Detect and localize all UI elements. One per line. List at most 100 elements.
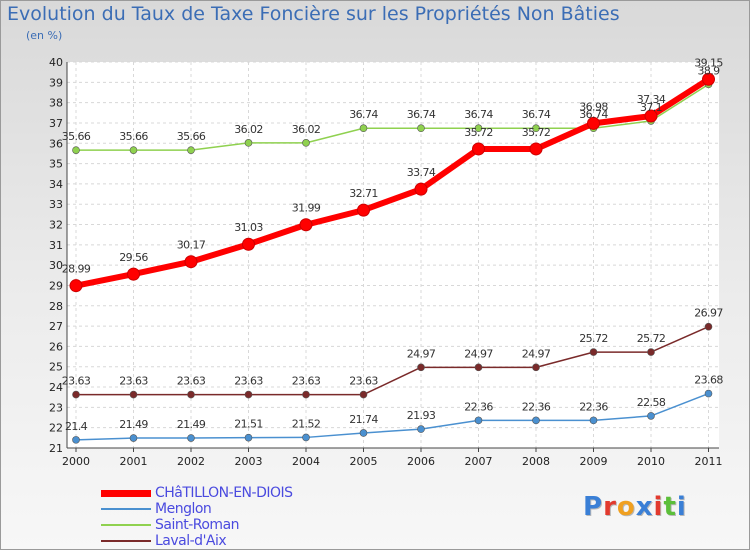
y-tick-label: 26	[49, 340, 63, 353]
data-label: 32.71	[349, 187, 378, 200]
data-point	[299, 218, 313, 232]
data-point	[474, 416, 483, 425]
y-tick-label: 25	[49, 361, 63, 374]
data-label: 23.63	[349, 375, 378, 388]
y-tick-label: 40	[49, 56, 63, 69]
data-label: 36.74	[464, 108, 493, 121]
data-label: 37.34	[637, 93, 666, 106]
data-label: 22.36	[579, 400, 608, 413]
data-label: 21.74	[349, 413, 378, 426]
data-label: 35.72	[464, 126, 493, 139]
x-tick-label: 2000	[62, 455, 90, 468]
y-tick-label: 32	[49, 219, 63, 232]
x-tick-label: 2007	[465, 455, 493, 468]
data-label: 30.17	[177, 239, 206, 252]
data-point	[532, 124, 540, 133]
data-point	[302, 139, 310, 147]
data-point	[184, 255, 198, 269]
legend-swatch	[101, 508, 151, 510]
x-tick-label: 2001	[120, 455, 148, 468]
y-tick-label: 30	[49, 259, 63, 272]
data-point	[474, 363, 483, 372]
data-label: 36.02	[234, 123, 263, 136]
legend-swatch	[101, 489, 151, 497]
data-point	[587, 116, 600, 130]
x-tick-label: 2003	[235, 455, 263, 468]
logo-letter: o	[616, 492, 636, 522]
data-point	[242, 237, 255, 251]
logo-letter: i	[676, 492, 687, 522]
series-line	[75, 76, 711, 289]
data-point	[417, 425, 425, 433]
data-point	[532, 363, 540, 372]
x-tick-label: 2009	[580, 455, 608, 468]
data-label: 36.74	[579, 108, 608, 121]
data-label: 21.52	[292, 417, 321, 430]
data-point	[647, 348, 655, 356]
data-point	[129, 434, 138, 442]
data-label: 39.15	[694, 56, 723, 69]
y-tick-label: 34	[49, 178, 63, 191]
data-label: 35.66	[119, 130, 148, 143]
legend-label: Saint-Roman	[155, 517, 240, 533]
data-label: 21.49	[119, 418, 148, 431]
y-tick-label: 24	[49, 381, 63, 394]
series-line	[75, 392, 709, 441]
data-label: 38.9	[697, 64, 720, 77]
data-label: 25.72	[637, 332, 666, 345]
data-label: 36.74	[407, 108, 436, 121]
x-tick-label: 2002	[177, 455, 205, 468]
legend-item: Saint-Roman	[101, 517, 293, 533]
data-label: 24.97	[522, 347, 551, 360]
y-tick-label: 23	[49, 401, 63, 414]
data-label: 23.63	[177, 375, 206, 388]
logo-letter: x	[635, 492, 654, 522]
data-point	[244, 390, 253, 399]
x-tick-label: 2010	[637, 455, 665, 468]
logo-letter: P	[583, 492, 604, 522]
data-point	[474, 124, 483, 133]
data-point	[647, 412, 655, 420]
data-label: 35.66	[62, 130, 91, 143]
data-label: 33.74	[407, 166, 436, 179]
data-label: 23.63	[62, 375, 91, 388]
data-point	[472, 142, 485, 156]
y-tick-label: 21	[49, 442, 63, 455]
y-tick-label: 29	[49, 279, 63, 292]
legend-item: CHâTILLON-EN-DIOIS	[101, 485, 293, 501]
data-point	[72, 390, 80, 399]
data-point	[72, 146, 80, 154]
data-label: 31.03	[234, 221, 263, 234]
data-point	[417, 363, 425, 372]
data-label: 23.68	[694, 374, 723, 387]
legend-label: Laval-d'Aix	[155, 533, 227, 549]
data-label: 25.72	[579, 332, 608, 345]
data-label: 23.63	[292, 375, 321, 388]
y-tick-label: 38	[49, 97, 63, 110]
y-tick-label: 27	[49, 320, 63, 333]
data-point	[359, 124, 368, 133]
data-point	[187, 390, 195, 399]
data-label: 23.63	[234, 375, 263, 388]
data-label: 21.49	[177, 418, 206, 431]
data-point	[69, 279, 83, 293]
data-label: 22.58	[637, 396, 666, 409]
data-label: 36.74	[349, 108, 378, 121]
chart-title: Evolution du Taux de Taxe Foncière sur l…	[7, 3, 620, 25]
data-point	[589, 416, 598, 425]
data-point	[244, 433, 253, 442]
y-tick-label: 37	[49, 117, 63, 130]
legend-item: Laval-d'Aix	[101, 533, 293, 549]
data-label: 37.1	[640, 101, 662, 114]
data-point	[72, 436, 80, 444]
x-tick-label: 2006	[407, 455, 435, 468]
data-point	[129, 390, 138, 399]
x-tick-label: 2004	[292, 455, 320, 468]
data-label: 22.36	[464, 400, 493, 413]
y-tick-label: 39	[49, 76, 63, 89]
data-point	[187, 146, 195, 154]
data-point	[414, 182, 428, 196]
data-point	[589, 348, 598, 356]
y-tick-label: 36	[49, 137, 63, 150]
